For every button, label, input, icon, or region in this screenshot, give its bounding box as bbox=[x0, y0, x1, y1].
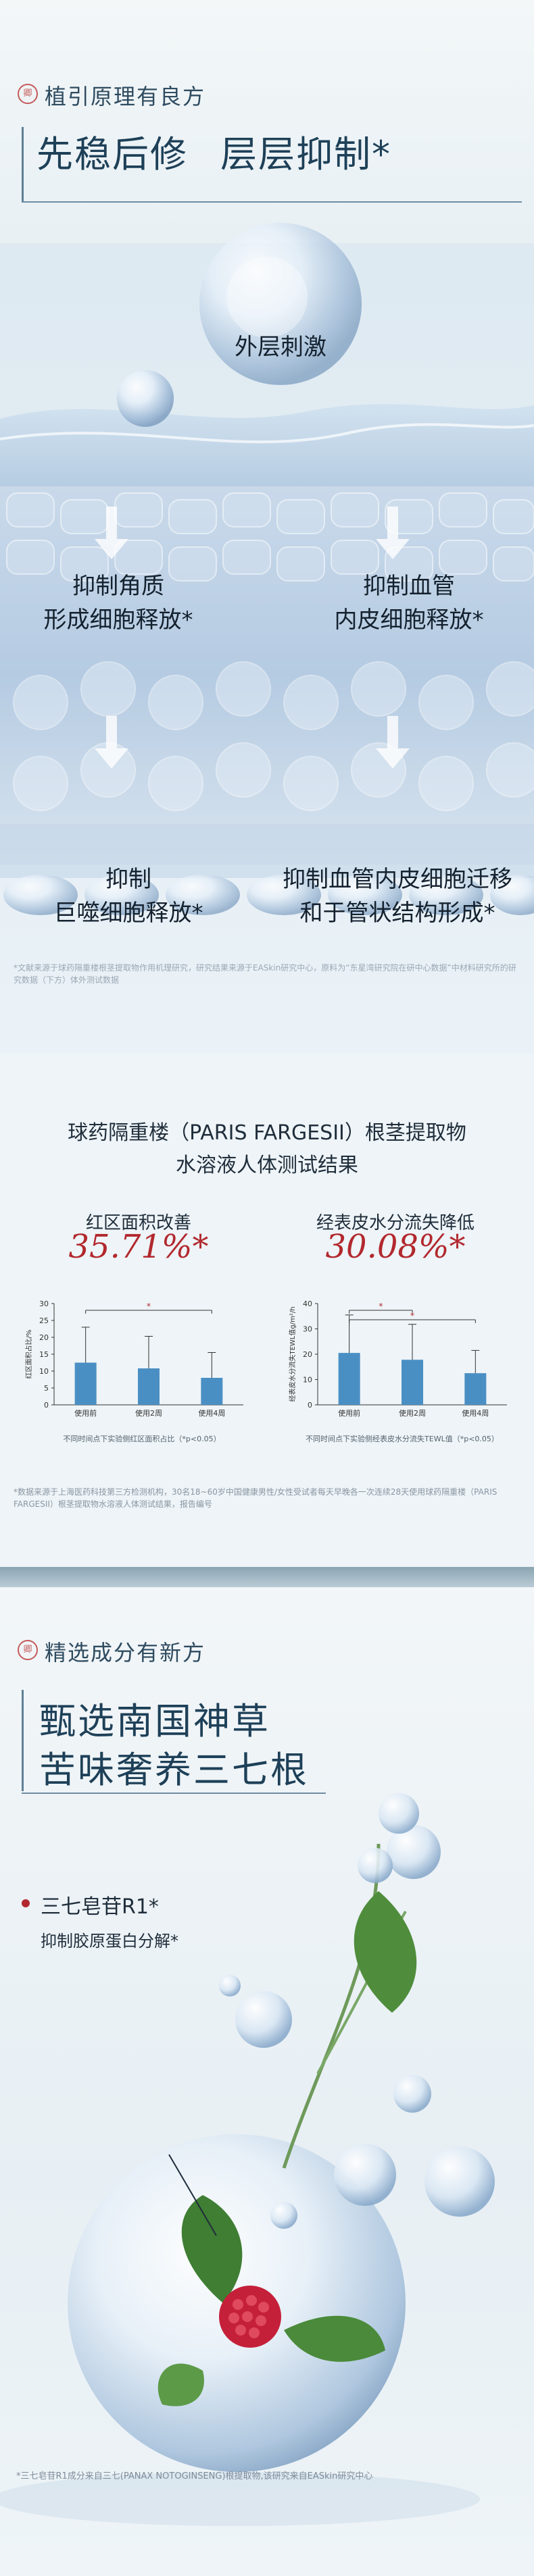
tewl-bar-1 bbox=[402, 1360, 423, 1405]
section2-kicker: 精选成分有新方 bbox=[45, 1640, 206, 1666]
macrophage-label-a: 抑制 bbox=[105, 866, 151, 893]
ingredient-bullet bbox=[22, 1899, 30, 1907]
tewl-ytick-label-2: 20 bbox=[303, 1350, 312, 1359]
keratinocyte-label-a: 抑制角质 bbox=[72, 573, 164, 600]
redness-xtick-label-1: 使用2周 bbox=[135, 1409, 162, 1418]
redness-bar-1 bbox=[138, 1368, 160, 1405]
redness-ytick-label-6: 30 bbox=[39, 1299, 49, 1308]
tewl-bar-chart: 0 10 20 30 40 经表皮水分流失TEWL值g/m²/h 使用前 使用2周 使用4周 * * bbox=[288, 1299, 507, 1418]
title2-rule-vertical bbox=[22, 1690, 24, 1791]
tewl-bar-0 bbox=[338, 1353, 360, 1405]
tewl-metric-label: 经表皮水分流失降低 bbox=[316, 1213, 475, 1233]
redness-xtick-label-0: 使用前 bbox=[74, 1408, 97, 1418]
redness-chart-note: 不同时间点下实验侧红区面积占比（*p<0.05） bbox=[63, 1435, 221, 1443]
notoginseng-illustration bbox=[0, 1793, 495, 2526]
redness-ytick-label-1: 5 bbox=[44, 1384, 49, 1393]
tewl-bar-2 bbox=[464, 1373, 487, 1405]
section-divider-band bbox=[0, 1567, 534, 1587]
tewl-ytick-label-4: 40 bbox=[303, 1299, 312, 1308]
redness-ytick-label-0: 0 bbox=[44, 1401, 49, 1410]
tewl-xtick-label-0: 使用前 bbox=[338, 1408, 360, 1418]
ingredient-effect: 抑制胶原蛋白分解* bbox=[41, 1932, 178, 1951]
brand-seal-icon: 卿 bbox=[18, 84, 38, 104]
macrophage-label-b: 巨噬细胞释放* bbox=[53, 900, 203, 927]
ingredient-footnote: *三七皂苷R1成分来自三七(PANAX NOTOGINSENG)根提取物,该研究… bbox=[16, 2471, 373, 2481]
tewl-sig-star-1: * bbox=[410, 1311, 414, 1320]
header-band bbox=[0, 0, 534, 243]
tewl-metric-value: 30.08%* bbox=[325, 1228, 466, 1266]
tewl-ytick-label-3: 30 bbox=[303, 1325, 312, 1334]
redness-bar-chart: 0 5 10 15 20 25 30 红区面积占比/% 使用前 使用2周 使用4周 * bbox=[24, 1299, 243, 1418]
tewl-xtick-label-2: 使用4周 bbox=[462, 1409, 489, 1418]
redness-ytick-label-4: 20 bbox=[39, 1333, 49, 1342]
migration-label-b: 和于管状结构形成* bbox=[299, 900, 495, 927]
redness-ytick-label-5: 25 bbox=[39, 1316, 49, 1325]
redness-bar-2 bbox=[201, 1378, 223, 1405]
section2-title-b: 苦味奢养三七根 bbox=[39, 1749, 309, 1791]
study-title-b: 水溶液人体测试结果 bbox=[176, 1154, 358, 1177]
tewl-ylabel: 经表皮水分流失TEWL值g/m²/h bbox=[288, 1306, 297, 1401]
migration-label-a: 抑制血管内皮细胞迁移 bbox=[283, 866, 512, 893]
redness-metric-label: 红区面积改善 bbox=[85, 1213, 191, 1233]
redness-ylabel: 红区面积占比/% bbox=[24, 1330, 33, 1379]
tewl-ytick-label-1: 10 bbox=[303, 1376, 312, 1385]
tewl-ytick-label-0: 0 bbox=[308, 1401, 312, 1410]
title-rule-horizontal bbox=[22, 201, 522, 203]
section-kicker: 植引原理有良方 bbox=[45, 84, 206, 109]
redness-sig-star-0: * bbox=[147, 1302, 151, 1311]
tewl-xtick-label-1: 使用2周 bbox=[399, 1409, 426, 1418]
redness-bar-0 bbox=[74, 1362, 97, 1405]
endothelial-label-a: 抑制血管 bbox=[363, 573, 455, 600]
redness-ytick-label-3: 15 bbox=[39, 1350, 49, 1359]
redness-xtick-label-2: 使用4周 bbox=[198, 1409, 225, 1418]
keratinocyte-label-b: 形成细胞释放* bbox=[43, 607, 193, 634]
study-title-a: 球药隔重楼（PARIS FARGESII）根茎提取物 bbox=[68, 1121, 466, 1145]
redness-metric-value: 35.71%* bbox=[68, 1228, 209, 1266]
page-title-a: 先稳后修 bbox=[37, 133, 188, 176]
redness-ytick-label-2: 10 bbox=[39, 1367, 49, 1376]
mechanism-footnote: *文献来源于球药隔重楼根茎提取物作用机理研究，研究结果来源于EASkin研究中心… bbox=[14, 963, 516, 985]
tewl-sig-star-0: * bbox=[379, 1302, 383, 1311]
brand-seal-icon-2: 卿 bbox=[18, 1640, 38, 1660]
mechanism-section: 卿 植引原理有良方 先稳后修 层层抑制* bbox=[0, 0, 534, 1054]
study-footnote: *数据来源于上海医药科技第三方检测机构，30名18~60岁中国健康男性/女性受试… bbox=[14, 1487, 497, 1509]
page-title-b: 层层抑制* bbox=[220, 133, 391, 176]
ingredient-name: 三七皂苷R1* bbox=[41, 1895, 159, 1919]
section2-title-a: 甄选南国神草 bbox=[39, 1700, 270, 1743]
tewl-chart-note: 不同时间点下实验侧经表皮水分流失TEWL值（*p<0.05） bbox=[306, 1435, 499, 1443]
ingredient-section: 卿 精选成分有新方 甄选南国神草 苦味奢养三七根 bbox=[0, 1587, 534, 2576]
title2-rule-horizontal bbox=[22, 1793, 326, 1794]
endothelial-label-b: 内皮细胞释放* bbox=[334, 607, 484, 634]
skin-layers-illustration bbox=[0, 223, 534, 915]
outer-stimulus-label: 外层刺激 bbox=[235, 334, 326, 361]
title-rule-vertical bbox=[22, 127, 24, 203]
